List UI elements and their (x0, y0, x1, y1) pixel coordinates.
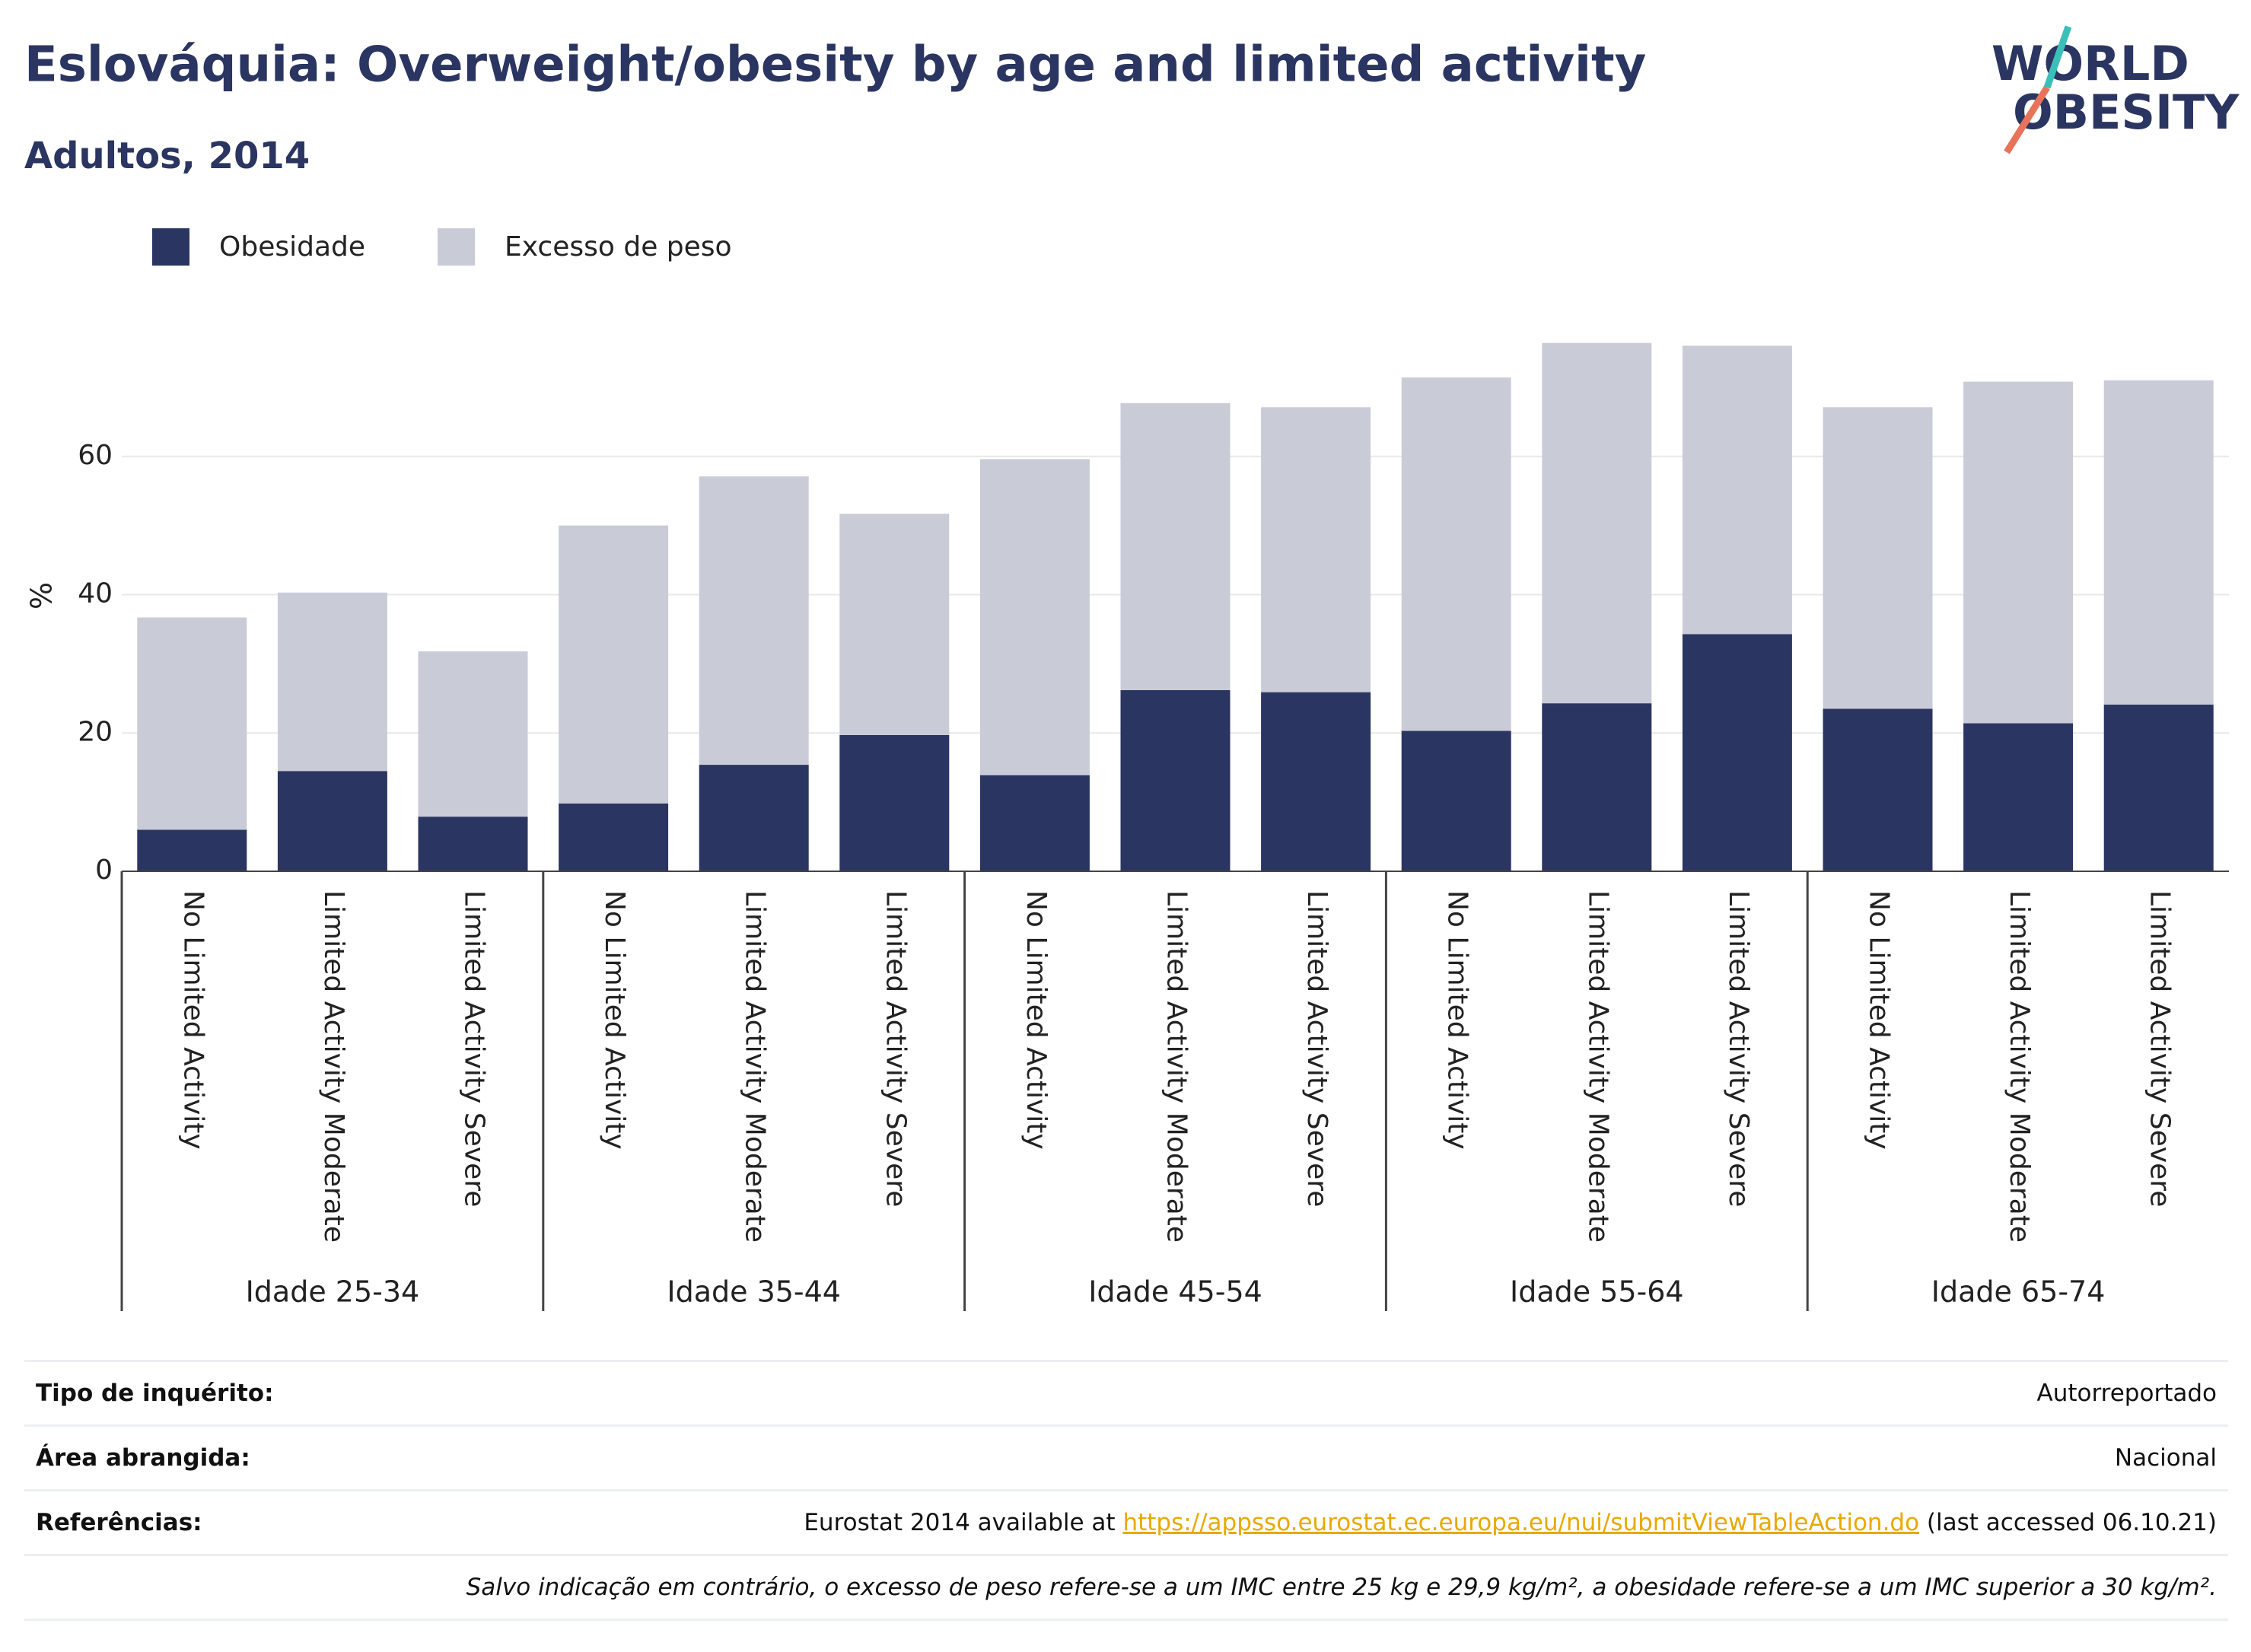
bar-segment (137, 617, 247, 830)
bar-segment (277, 592, 387, 772)
bar-segment (559, 803, 669, 871)
bar-segment (1261, 407, 1371, 692)
footer-row: Tipo de inquérito: Autorreportado (24, 1360, 2228, 1424)
legend-swatch (152, 228, 189, 266)
x-tick-label: No Limited Activity (1442, 890, 1473, 1150)
bar-segment (1401, 731, 1511, 871)
legend-label: Obesidade (219, 231, 365, 263)
y-tick-label: 0 (95, 855, 113, 886)
bar-segment (839, 734, 950, 871)
x-tick-label: Limited Activity Moderate (1582, 890, 1613, 1243)
bar-segment (1401, 377, 1511, 731)
group-label: Idade 35-44 (667, 1275, 841, 1309)
row-value: Nacional (2114, 1444, 2217, 1472)
bar-segment (979, 459, 1090, 775)
note-text: Salvo indicação em contrário, o excesso … (466, 1574, 2217, 1601)
bar-segment (839, 514, 950, 735)
bar-segment (418, 651, 528, 817)
bar-segment (1963, 381, 2074, 724)
bar-segment (1682, 634, 1792, 871)
bar-segment (1120, 403, 1231, 690)
group-label: Idade 25-34 (246, 1275, 420, 1309)
row-label: Área abrangida: (36, 1444, 250, 1472)
bar-segment (1261, 692, 1371, 871)
logo-slash (2004, 85, 2050, 154)
x-tick-label: No Limited Activity (177, 890, 209, 1150)
footer-row: Referências: Eurostat 2014 available at h… (24, 1489, 2228, 1554)
bar-segment (979, 775, 1090, 871)
bar-segment (1823, 407, 1933, 709)
bar-segment (559, 525, 669, 804)
x-tick-label: Limited Activity Severe (1301, 890, 1332, 1207)
bar-segment (699, 476, 809, 766)
bar-segment (277, 771, 387, 871)
footer: Tipo de inquérito: Autorreportado Área ab… (24, 1360, 2228, 1621)
x-tick-label: Limited Activity Moderate (2004, 890, 2035, 1243)
y-tick-label: 60 (78, 440, 113, 471)
bar-segment (1120, 689, 1231, 871)
bar-segment (1823, 708, 1933, 871)
bar-segment (1542, 342, 1652, 704)
chart-subtitle: Adultos, 2014 (24, 135, 310, 177)
x-tick-label: No Limited Activity (599, 890, 630, 1150)
bar-segment (1682, 345, 1792, 635)
bar-segment (2103, 704, 2214, 871)
bar-segment (137, 829, 247, 871)
group-label: Idade 55-64 (1510, 1275, 1684, 1309)
row-label: Tipo de inquérito: (36, 1380, 274, 1407)
ref-text: (last accessed 06.10.21) (1919, 1509, 2217, 1536)
x-tick-label: No Limited Activity (1020, 890, 1052, 1150)
chart-title: Eslováquia: Overweight/obesity by age an… (24, 37, 1646, 94)
legend-label: Excesso de peso (505, 231, 732, 263)
ref-link[interactable]: https://appsso.eurostat.ec.europa.eu/nui… (1122, 1509, 1920, 1536)
x-tick-label: Limited Activity Moderate (318, 890, 349, 1243)
footer-note: Salvo indicação em contrário, o excesso … (24, 1554, 2228, 1621)
group-label: Idade 65-74 (1931, 1275, 2106, 1309)
bar-segment (418, 816, 528, 871)
logo-slash (2043, 25, 2072, 89)
bar-segment (1542, 703, 1652, 871)
x-tick-label: Limited Activity Moderate (1161, 890, 1192, 1243)
chart: Eslováquia: Overweight/obesity by age an… (24, 25, 2240, 1311)
x-tick-label: Limited Activity Moderate (740, 890, 771, 1243)
bar-segment (699, 765, 809, 871)
row-value: Eurostat 2014 available at https://appss… (804, 1509, 2217, 1536)
bar-segment (2103, 380, 2214, 705)
bar-segment (1963, 723, 2074, 871)
y-tick-label: 20 (78, 716, 113, 747)
y-axis-label: % (25, 582, 59, 610)
legend-swatch (438, 228, 476, 266)
ref-text: Eurostat 2014 available at (804, 1509, 1123, 1536)
x-tick-label: Limited Activity Severe (880, 890, 911, 1207)
group-label: Idade 45-54 (1088, 1275, 1262, 1309)
logo-text: WORLD (1992, 36, 2189, 91)
logo-text: OBESITY (2013, 84, 2240, 140)
footer-row: Área abrangida: Nacional (24, 1424, 2228, 1489)
x-tick-label: Limited Activity Severe (459, 890, 490, 1207)
row-label: Referências: (36, 1509, 202, 1536)
row-value: Autorreportado (2036, 1380, 2218, 1407)
x-tick-label: Limited Activity Severe (1723, 890, 1754, 1207)
x-tick-label: No Limited Activity (1864, 890, 1895, 1150)
y-tick-label: 40 (78, 578, 113, 610)
x-tick-label: Limited Activity Severe (2144, 890, 2176, 1207)
